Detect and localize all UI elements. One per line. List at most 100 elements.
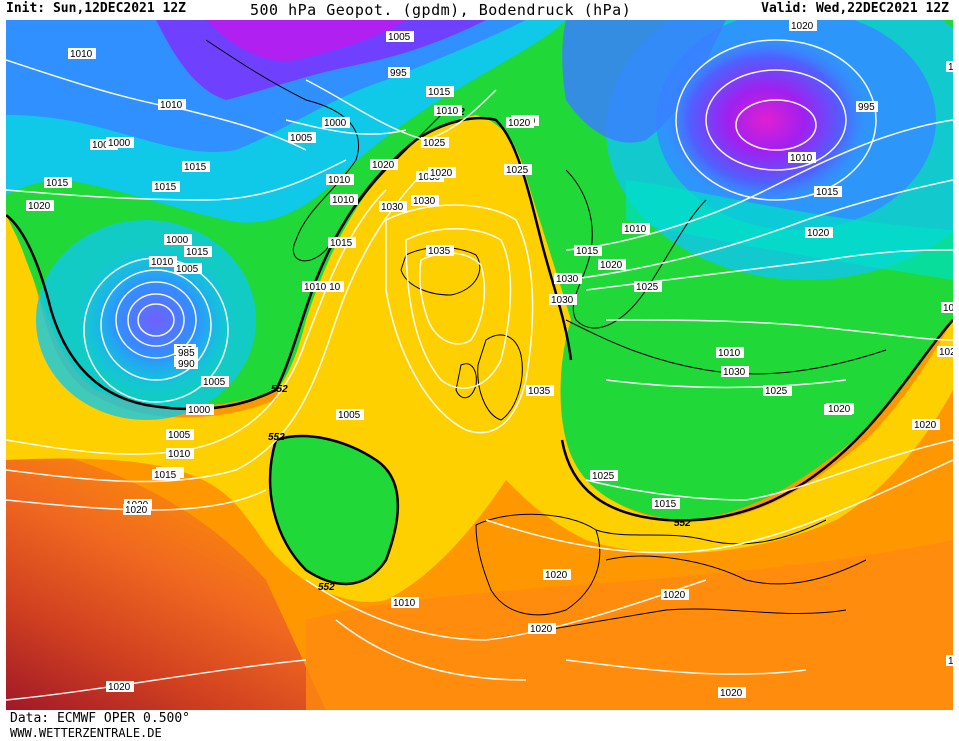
isobar-label-bg xyxy=(937,346,953,357)
isobar-label-bg xyxy=(946,61,953,72)
isobar-label: 1010 xyxy=(790,153,813,164)
isobar-label: 1010 xyxy=(718,348,741,359)
weather-map: 552 552 552 552 552 99099510051015101010… xyxy=(6,20,953,710)
isobar-label: 1015 xyxy=(943,303,953,314)
isobar-1020-south xyxy=(485,459,953,554)
isobar-label-bg xyxy=(164,234,192,245)
isobar-label-bg xyxy=(590,470,618,481)
isobar-label: 1030 xyxy=(413,196,436,207)
isobar-label-bg xyxy=(391,597,419,608)
isobar-ring-995 xyxy=(115,281,197,359)
isobar-ring-1000 xyxy=(100,269,212,381)
isobar-label-bg xyxy=(176,347,198,358)
isobar-ring-985 xyxy=(137,303,175,337)
isobar-label: 1000 xyxy=(324,118,347,129)
isobar-label: 1020 xyxy=(108,682,131,693)
isobar-label: 1015 xyxy=(654,499,677,510)
isobar-label: 1020 xyxy=(914,420,937,431)
isobar-1010-south xyxy=(335,619,527,681)
isobar-label-bg xyxy=(543,569,571,580)
isobar-label: 1010 xyxy=(332,195,355,206)
isobar-label-bg xyxy=(186,404,214,415)
isobar-label: 1005 xyxy=(168,430,191,441)
isobar-label-bg xyxy=(174,263,202,274)
cyan-east-band xyxy=(626,180,953,280)
isobar-1020-bottom xyxy=(6,659,807,701)
isobar-label-bg xyxy=(634,281,662,292)
isobar-label-bg xyxy=(574,245,602,256)
isobar-label-bg xyxy=(805,227,833,238)
isobar-label: 1005 xyxy=(92,140,115,151)
iberia-coast xyxy=(475,513,601,616)
isobar-label: 1010 xyxy=(624,224,647,235)
isobar-label-bg xyxy=(328,237,356,248)
isobar-1030-high xyxy=(405,228,512,389)
isobar-label: 1015 xyxy=(948,62,953,73)
isobar-label-bg xyxy=(718,687,746,698)
mediterranean-coast xyxy=(605,555,867,585)
isobar-label-bg xyxy=(789,20,817,31)
isobar-label: 1025 xyxy=(636,282,659,293)
isobar-label-bg xyxy=(322,117,350,128)
isobar-label: 1020 xyxy=(430,168,453,179)
isobar-label: 1030 xyxy=(381,202,404,213)
isobar-label-bg xyxy=(336,409,364,420)
isobar-label-bg xyxy=(856,101,878,112)
isobar-label-bg xyxy=(288,132,316,143)
geopot-552-label-5: 552 xyxy=(674,518,691,529)
isobar-label-bg xyxy=(549,294,577,305)
isobar-label-bg xyxy=(426,86,454,97)
isobar-1025-south xyxy=(585,439,953,501)
isobar-label-bg xyxy=(123,504,151,515)
isobar-label: 1020 xyxy=(508,118,531,129)
isobar-label-bg xyxy=(201,376,229,387)
isobar-label: 1020 xyxy=(600,260,623,271)
isobar-label-bg xyxy=(506,117,534,128)
isobar-label: 1015 xyxy=(184,162,207,173)
isobar-label: 1025 xyxy=(423,138,446,149)
website-label: WWW.WETTERZENTRALE.DE xyxy=(10,726,162,740)
isobar-label-bg xyxy=(721,366,749,377)
isobar-label: 1025 xyxy=(765,386,788,397)
isobar-label: 1030 xyxy=(551,295,574,306)
isobars xyxy=(6,39,953,701)
isobar-label: 1010 xyxy=(328,175,351,186)
isobar-label-bg xyxy=(184,246,212,257)
isobar-label-bg xyxy=(152,469,180,480)
isobar-label-bg xyxy=(763,385,791,396)
isobar-label-bg xyxy=(528,623,556,634)
isobar-1015-nw xyxy=(6,159,347,201)
isobar-1015-west xyxy=(6,169,427,483)
geopot-552-label-2: 552 xyxy=(268,432,285,443)
isobar-label: 1000 xyxy=(166,235,189,246)
isobar-label-bg xyxy=(370,159,398,170)
isobar-label-bg xyxy=(554,273,582,284)
isobar-label: 1015 xyxy=(154,182,177,193)
isobar-label-bg xyxy=(946,655,953,666)
isobar-label-bg xyxy=(421,137,449,148)
warm-bottom-region xyxy=(306,540,953,710)
geopot-552-line-main xyxy=(6,116,573,411)
isobar-1015-north xyxy=(565,179,953,281)
isobar-label: 1010 xyxy=(168,449,191,460)
isobar-label-bg xyxy=(176,358,198,369)
chart-title: 500 hPa Geopot. (gpdm), Bodendruck (hPa) xyxy=(250,1,632,19)
isobar-label-bg xyxy=(411,195,439,206)
isobar-label-bg xyxy=(788,152,816,163)
isobar-label-bg xyxy=(166,448,194,459)
isobar-label: 1020 xyxy=(663,590,686,601)
isobar-label: 1020 xyxy=(530,624,553,635)
isobar-label-bg xyxy=(388,67,410,78)
isobar-label-bg xyxy=(941,302,953,313)
isobar-label: 1025 xyxy=(592,471,615,482)
isobar-label: 1020 xyxy=(791,21,814,32)
blue-north-central xyxy=(562,20,726,143)
isobar-label: 1020 xyxy=(372,160,395,171)
isobar-label-bg xyxy=(90,139,118,150)
isobar-label-bg xyxy=(814,186,842,197)
isobar-label: 1005 xyxy=(388,32,411,43)
british-isles-coast xyxy=(477,334,523,421)
chart-footer: Data: ECMWF OPER 0.500° WWW.WETTERZENTRA… xyxy=(0,710,959,741)
geopot-552-line-cutoff xyxy=(268,434,400,586)
yellow-band xyxy=(6,100,953,602)
